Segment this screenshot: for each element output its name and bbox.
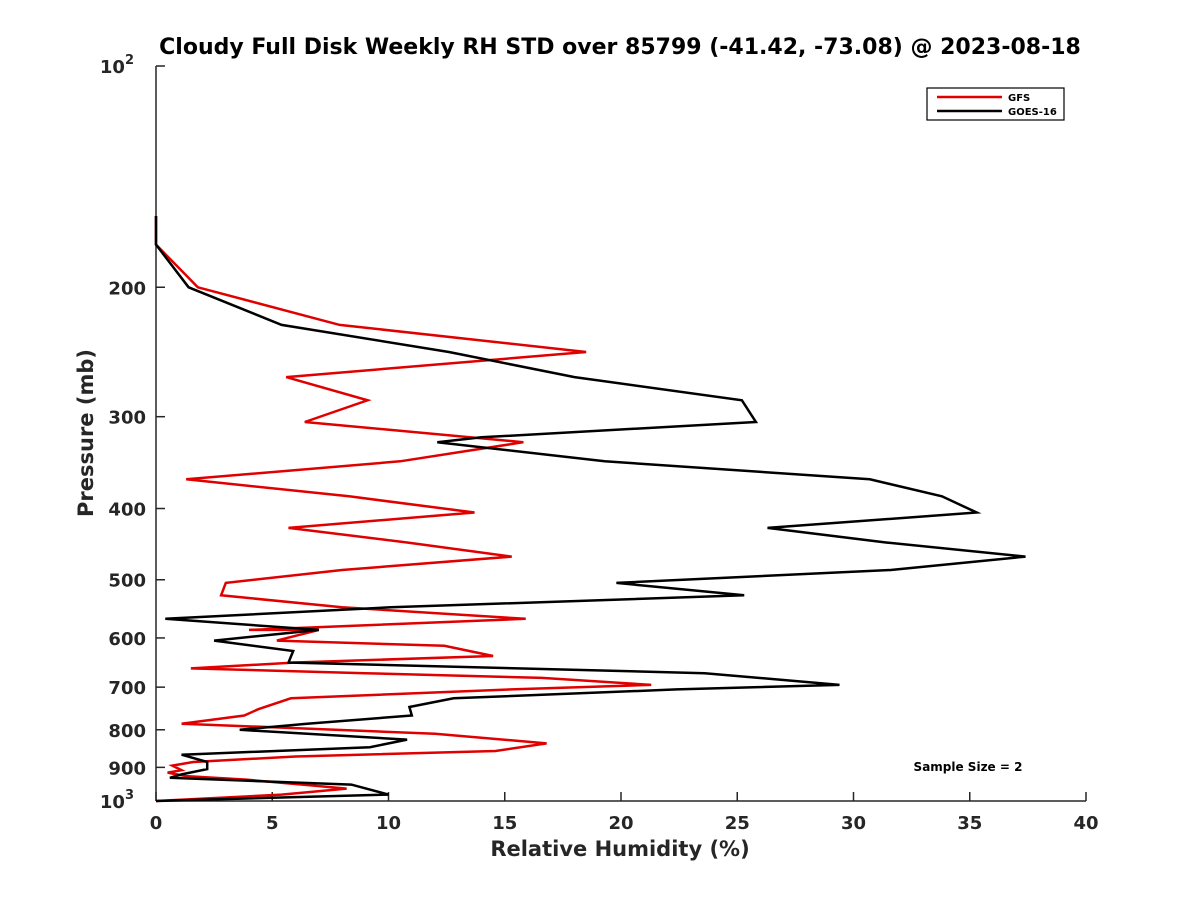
x-tick-label: 35 [957,813,982,834]
x-tick-label: 20 [608,813,633,834]
y-tick-label: 800 [108,721,146,742]
x-tick-label: 25 [725,813,750,834]
y-tick-label: 900 [108,758,146,779]
legend: GFS GOES-16 [926,87,1065,121]
series-line-goes-16 [154,216,1026,803]
x-tick-label: 40 [1073,813,1098,834]
legend-entry: GOES-16 [1008,107,1057,118]
y-tick-label: 700 [108,678,146,699]
legend-entry: GFS [1008,93,1030,104]
x-tick-label: 15 [492,813,517,834]
x-tick-label: 5 [266,813,279,834]
chart-title: Cloudy Full Disk Weekly RH STD over 8579… [159,35,1081,60]
axes: 0 5 10 15 20 25 30 35 40 102 200 300 400 500 600 700 800… [100,53,1099,834]
y-tick-label: 103 [100,788,134,813]
sample-size-annotation: Sample Size = 2 [914,760,1023,774]
y-tick-label: 600 [108,629,146,650]
y-tick-label: 300 [108,408,146,429]
x-axis-label: Relative Humidity (%) [490,837,749,861]
x-tick-label: 10 [376,813,401,834]
legend-box [926,87,1065,121]
series-lines [154,216,1026,803]
x-tick-label: 30 [841,813,866,834]
y-tick-label: 400 [108,500,146,521]
y-tick-label: 102 [100,53,134,78]
y-axis-label: Pressure (mb) [74,349,98,517]
y-tick-label: 500 [108,571,146,592]
y-tick-label: 200 [108,278,146,299]
x-tick-label: 0 [150,813,163,834]
series-line-gfs [154,216,652,803]
